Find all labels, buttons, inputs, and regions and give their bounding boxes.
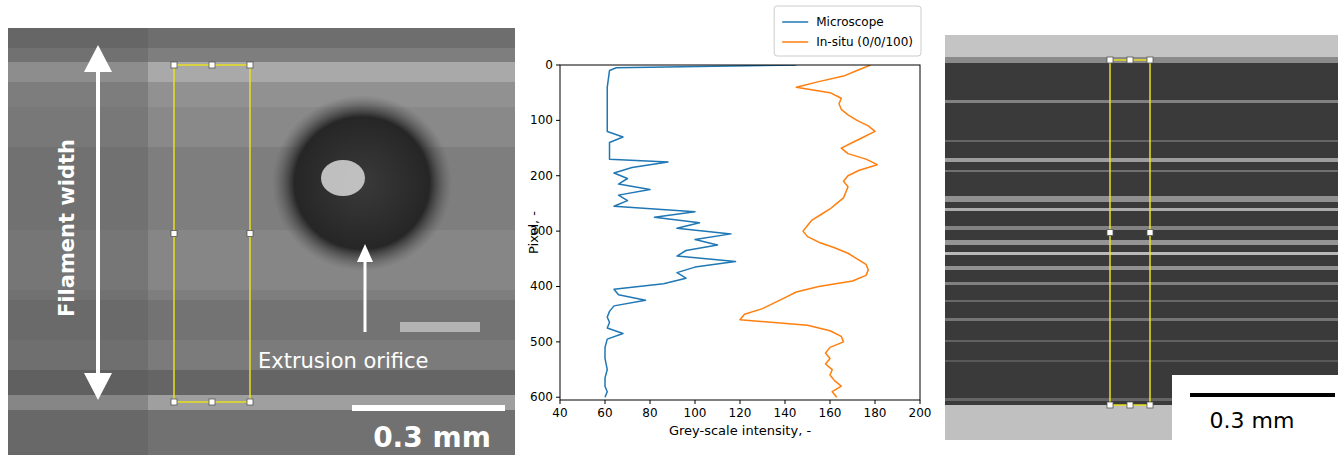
- x-tick-label: 60: [597, 406, 612, 420]
- figure: Filament width Extrusion orifice 0.3 mm 40 6…: [0, 0, 1338, 458]
- scale-bar: [1190, 393, 1335, 397]
- photo-streak: [945, 252, 1338, 255]
- scale-box: [1172, 375, 1338, 440]
- x-tick: [740, 400, 741, 404]
- y-tick-label: 200: [530, 169, 553, 183]
- x-tick: [920, 400, 921, 404]
- y-tick-label: 500: [530, 335, 553, 349]
- orifice: [272, 95, 452, 271]
- handle: [171, 399, 177, 405]
- arrow-head: [84, 373, 112, 400]
- x-axis-title: Grey-scale intensity, -: [669, 423, 812, 438]
- y-tick-label: 0: [545, 58, 553, 72]
- legend-label: In-situ (0/0/100): [816, 35, 913, 49]
- photo-streak: [945, 360, 1338, 362]
- y-tick: [556, 397, 560, 398]
- x-tick-label: 200: [909, 406, 932, 420]
- handle: [171, 62, 177, 68]
- x-tick-label: 80: [642, 406, 657, 420]
- handle: [209, 62, 215, 68]
- handle: [171, 231, 177, 237]
- handle: [1147, 230, 1153, 236]
- series-line: [605, 65, 796, 397]
- orifice-label: Extrusion orifice: [258, 349, 429, 373]
- y-tick: [556, 175, 560, 176]
- handle: [1127, 402, 1133, 408]
- legend-label: Microscope: [816, 15, 884, 29]
- right-image: 0.3 mm: [945, 35, 1338, 440]
- photo-streak: [945, 196, 1338, 202]
- handle: [209, 399, 215, 405]
- photo-shade: [8, 28, 148, 455]
- legend: Microscope In-situ (0/0/100): [774, 6, 921, 56]
- y-tick-label: 400: [530, 279, 553, 293]
- x-tick-label: 160: [819, 406, 842, 420]
- orifice-highlight: [321, 160, 365, 196]
- x-tick-label: 180: [864, 406, 887, 420]
- x-tick-label: 100: [684, 406, 707, 420]
- selection-box: [174, 65, 250, 402]
- x-tick-label: 40: [552, 406, 567, 420]
- x-tick-label: 140: [774, 406, 797, 420]
- y-tick-label: 100: [530, 113, 553, 127]
- handle: [1107, 402, 1113, 408]
- x-tick: [875, 400, 876, 404]
- photo-glint: [400, 322, 480, 332]
- selection-box: [1110, 60, 1150, 405]
- lines: [605, 65, 877, 397]
- plot-frame: [560, 65, 920, 400]
- photo-streak: [945, 100, 1338, 103]
- photo-streak: [945, 140, 1338, 142]
- width-label: Filament width: [55, 139, 79, 317]
- width-arrow: [96, 60, 100, 385]
- legend-box: [774, 6, 921, 56]
- chart: 4060801001201401601802000100200300400500…: [526, 6, 931, 438]
- x-tick: [785, 400, 786, 404]
- arrow-head: [357, 244, 373, 262]
- x-tick: [695, 400, 696, 404]
- left-image: Filament width Extrusion orifice 0.3 mm: [8, 28, 515, 455]
- handle: [1147, 57, 1153, 63]
- x-tick: [830, 400, 831, 404]
- photo-band: [945, 35, 1338, 57]
- photo-streak: [945, 282, 1338, 285]
- photo-streak: [945, 158, 1338, 162]
- y-tick: [556, 286, 560, 287]
- photo-streak: [945, 340, 1338, 342]
- handle: [247, 62, 253, 68]
- y-tick: [556, 120, 560, 121]
- y-tick-label: 600: [530, 390, 553, 404]
- handle: [1127, 57, 1133, 63]
- x-tick-label: 120: [729, 406, 752, 420]
- photo-ground: [8, 28, 515, 455]
- y-tick: [556, 65, 560, 66]
- scale-label: 0.3 mm: [373, 421, 491, 454]
- y-tick: [556, 231, 560, 232]
- photo-streak: [945, 318, 1338, 321]
- handle: [1147, 402, 1153, 408]
- y-axis-title: Pixel, -: [526, 211, 541, 254]
- handle: [1107, 57, 1113, 63]
- legend-swatch: [782, 41, 808, 43]
- photo-streak: [945, 208, 1338, 211]
- x-tick: [650, 400, 651, 404]
- arrow-head: [84, 45, 112, 72]
- y-tick: [556, 341, 560, 342]
- series-line: [740, 65, 877, 397]
- scale-bar: [352, 405, 505, 411]
- photo-streak: [945, 240, 1338, 245]
- x-tick: [560, 400, 561, 404]
- scale-label: 0.3 mm: [1210, 408, 1295, 433]
- photo-streak: [945, 226, 1338, 230]
- legend-swatch: [782, 21, 808, 23]
- x-tick: [605, 400, 606, 404]
- orifice-arrow: [364, 258, 367, 332]
- photo-ground: [945, 35, 1338, 440]
- handle: [247, 231, 253, 237]
- handle: [247, 399, 253, 405]
- photo-streak: [945, 266, 1338, 270]
- photo-streak: [945, 170, 1338, 172]
- photo-streak: [945, 300, 1338, 302]
- handle: [1107, 230, 1113, 236]
